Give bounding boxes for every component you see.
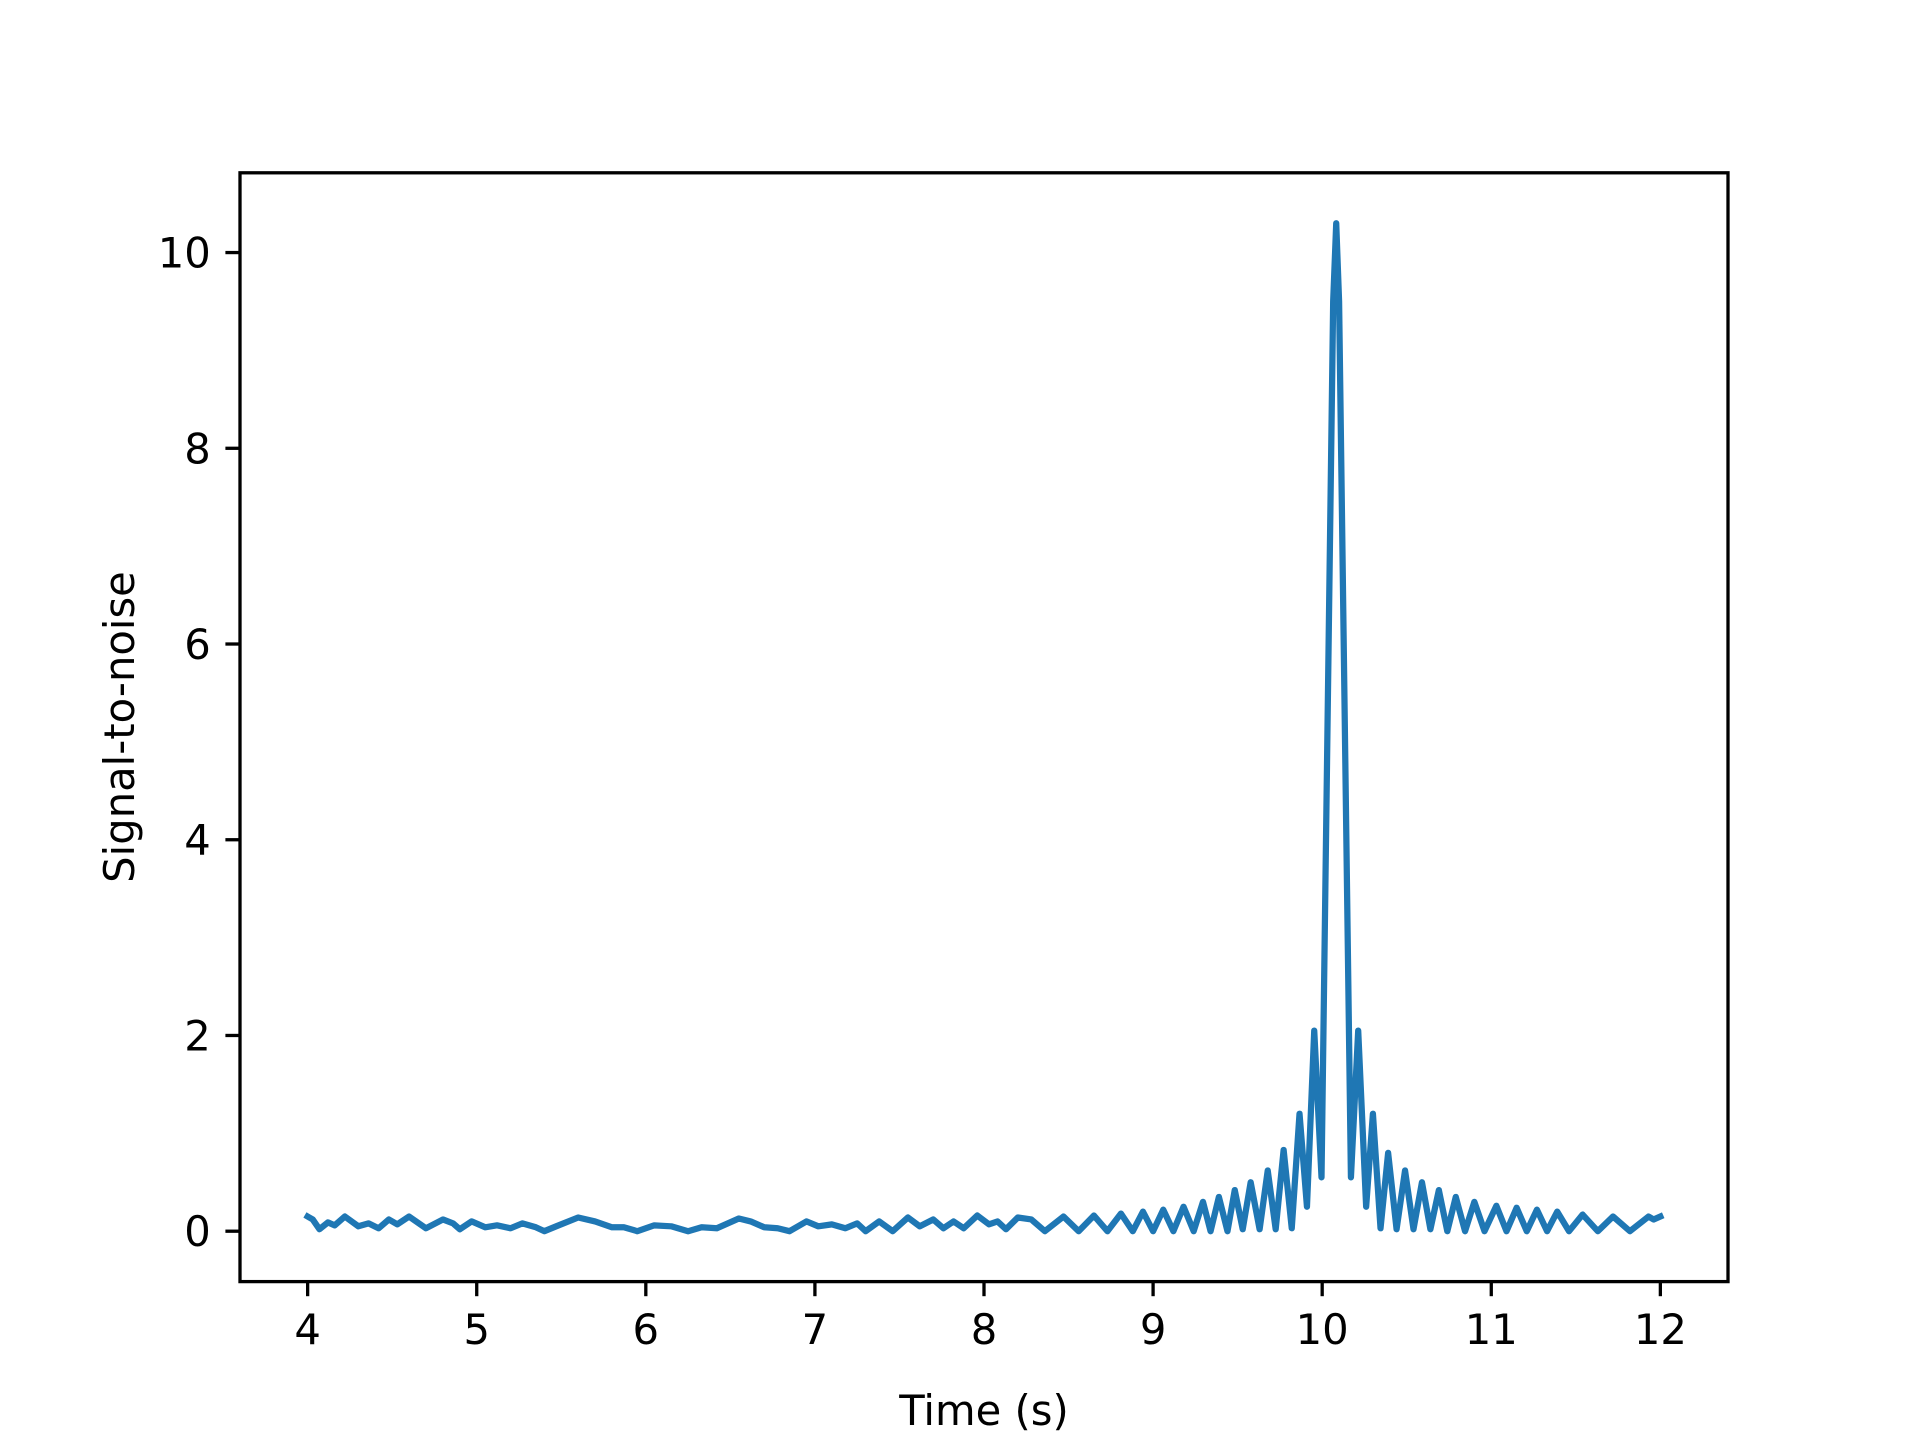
x-tick-label: 12 (1634, 1305, 1687, 1354)
x-axis-label: Time (s) (898, 1386, 1069, 1435)
x-tick-label: 6 (633, 1305, 660, 1354)
y-tick-label: 0 (184, 1207, 211, 1256)
y-tick-label: 8 (184, 424, 211, 473)
x-tick-label: 5 (463, 1305, 490, 1354)
x-tick-label: 4 (294, 1305, 321, 1354)
x-tick-label: 8 (971, 1305, 998, 1354)
y-tick-label: 6 (184, 620, 211, 669)
y-axis-label: Signal-to-noise (95, 571, 144, 883)
x-tick-label: 9 (1140, 1305, 1167, 1354)
data-line (303, 220, 1665, 1235)
x-tick-label: 11 (1465, 1305, 1518, 1354)
x-tick-label: 7 (802, 1305, 829, 1354)
x-tick-label: 10 (1296, 1305, 1349, 1354)
plot-frame (238, 171, 1730, 1284)
y-tick-label: 10 (158, 229, 211, 278)
y-tick-label: 4 (184, 816, 211, 865)
y-tick-label: 2 (184, 1011, 211, 1060)
